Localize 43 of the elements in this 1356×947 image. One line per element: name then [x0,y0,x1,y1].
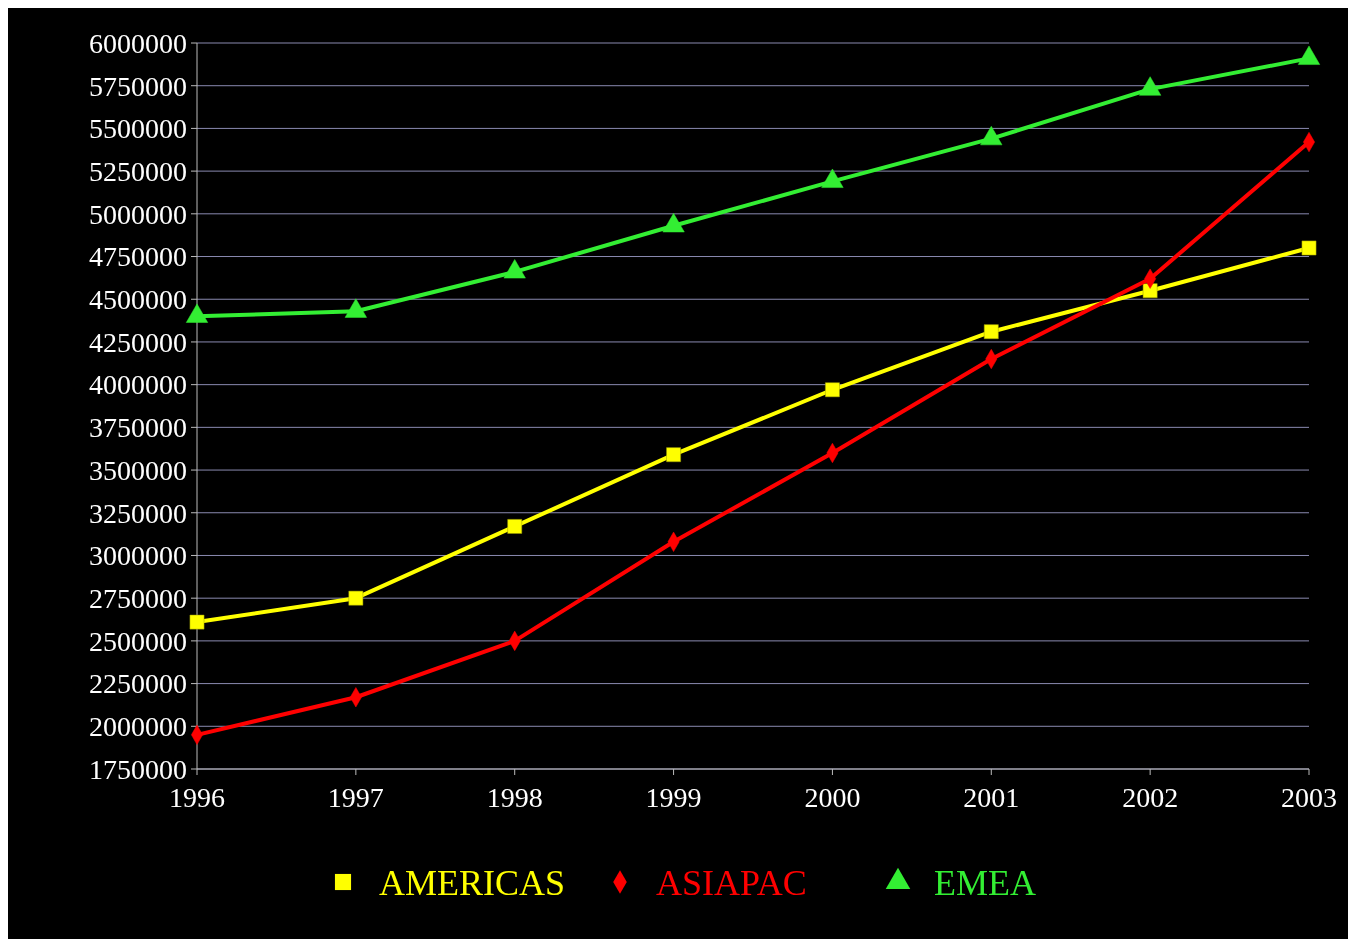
y-tick-label: 3000000 [89,540,187,572]
y-tick-label: 2000000 [89,711,187,743]
legend-label: AMERICAS [379,862,566,903]
y-tick-label: 5500000 [89,113,187,145]
x-tick-label: 1997 [327,782,384,813]
x-tick-label: 2003 [1281,782,1337,813]
x-tick-label: 1996 [169,782,225,813]
y-tick-label: 3750000 [89,412,187,444]
point [348,590,364,606]
y-tick-label: 4500000 [89,284,187,316]
point [189,614,205,630]
y-tick-label: 2250000 [89,668,187,700]
y-tick-label: 1750000 [89,753,187,785]
point [662,213,685,233]
point [1139,76,1162,96]
y-tick-label: 5000000 [89,198,187,230]
point [186,303,208,323]
y-tick-label: 4250000 [89,326,187,358]
x-tick-label: 1998 [486,782,543,813]
legend-label: EMEA [934,862,1036,903]
y-tick-label: 5750000 [89,70,187,102]
point [825,382,840,398]
y-tick-label: 4000000 [89,369,187,401]
x-tick-label: 2001 [963,782,1020,813]
point [983,324,999,340]
x-tick-label: 1999 [645,782,702,813]
point [1298,45,1320,65]
point [666,447,681,463]
point [980,126,1003,146]
point [503,259,526,279]
y-tick-label: 6000000 [89,27,187,59]
y-tick-label: 2500000 [89,625,187,657]
y-tick-label: 2750000 [89,582,187,614]
y-tick-label: 3500000 [89,454,187,486]
y-tick-label: 4750000 [89,241,187,273]
x-tick-label: 2000 [804,782,861,813]
legend-label: ASIAPAC [656,862,807,903]
point [507,519,523,534]
y-tick-label: 3250000 [89,497,187,529]
point [344,298,367,318]
y-tick-label: 5250000 [89,155,187,187]
point [821,168,844,188]
x-tick-label: 2002 [1122,782,1179,813]
